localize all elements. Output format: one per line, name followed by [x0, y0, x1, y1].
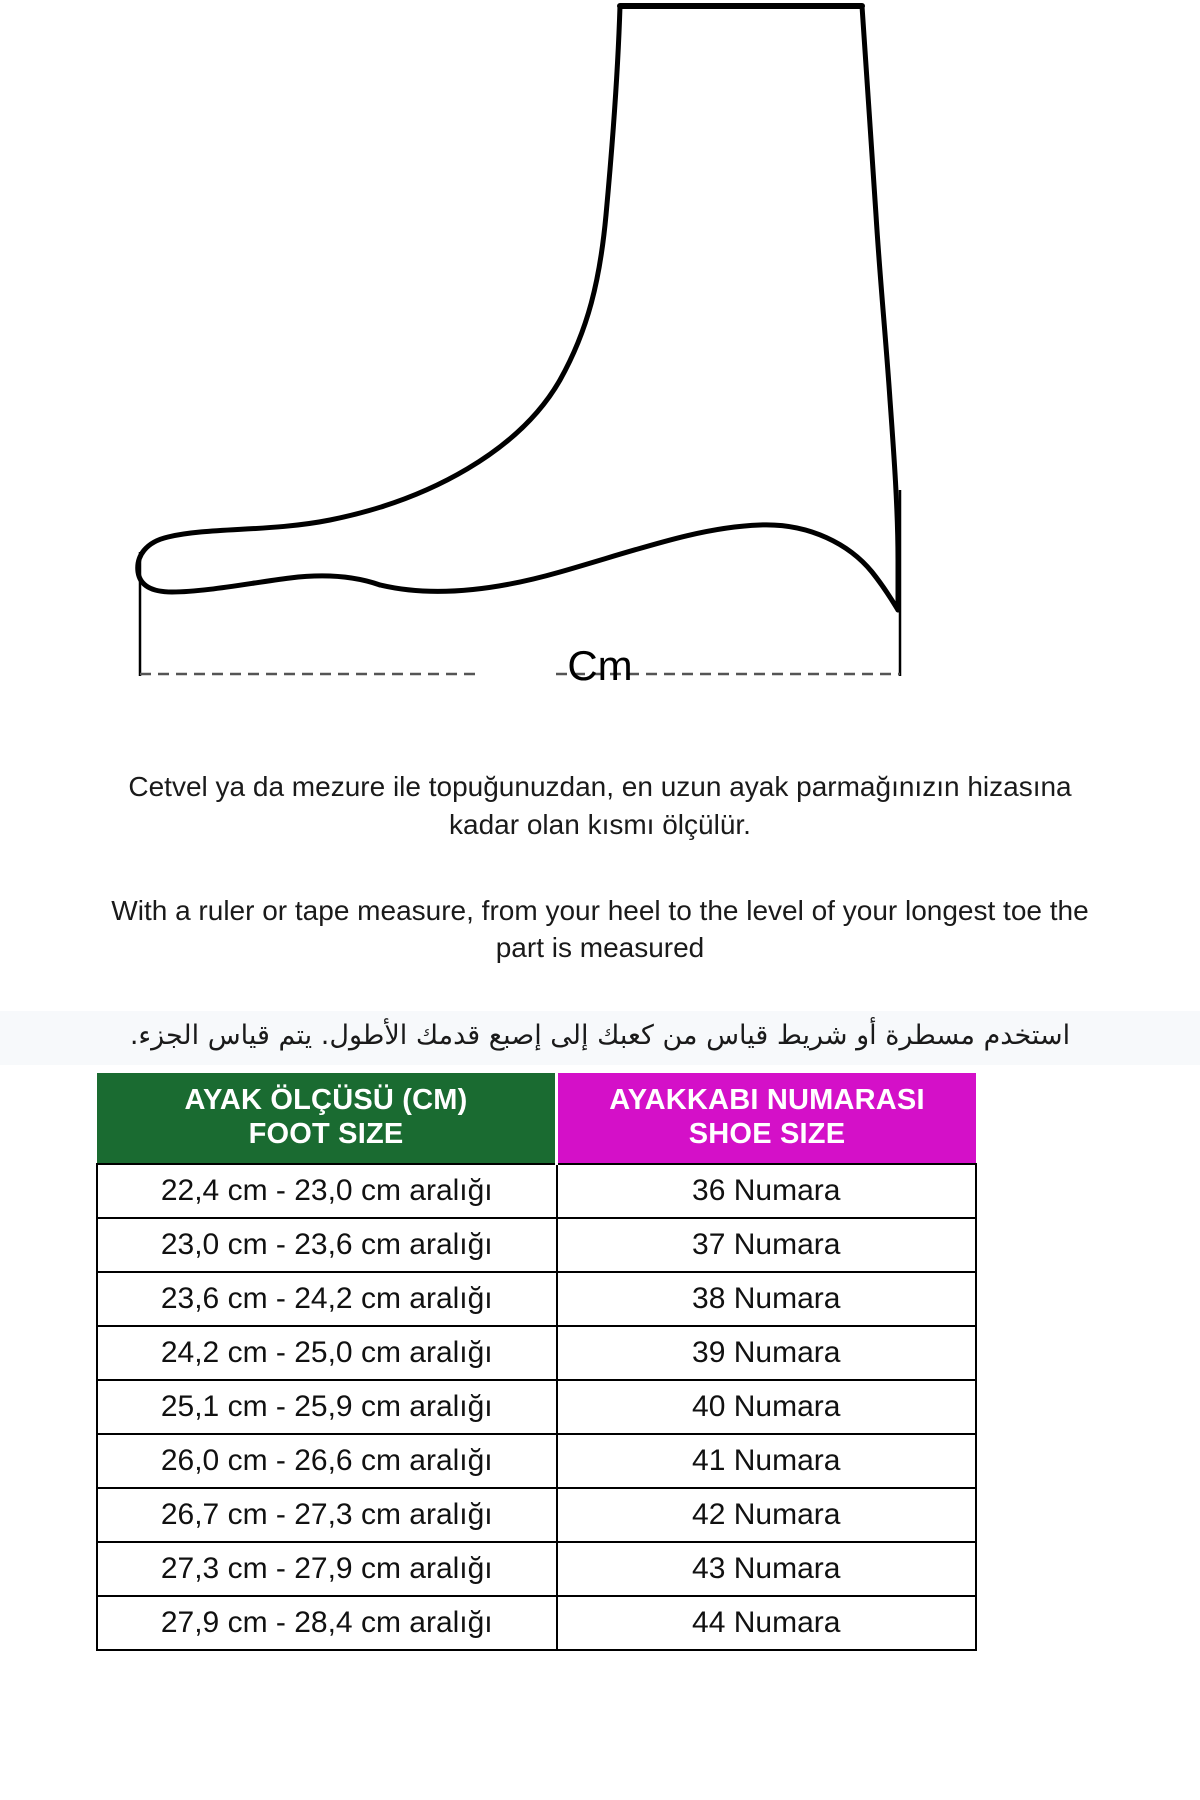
cell-shoe-size: 40 Numara [555, 1379, 977, 1436]
header-foot-size-line2: FOOT SIZE [248, 1118, 404, 1151]
table-row: 24,2 cm - 25,0 cm aralığı 39 Numara [96, 1325, 977, 1382]
header-shoe-size-line1: AYAKKABI NUMARASI [609, 1084, 925, 1116]
cell-foot-size: 27,9 cm - 28,4 cm aralığı [96, 1595, 558, 1652]
cm-measure-label: Cm [567, 642, 633, 689]
shoe-size-chart-table: AYAK ÖLÇÜSÜ (CM) FOOT SIZE AYAKKABI NUMA… [96, 1073, 977, 1652]
table-header: AYAK ÖLÇÜSÜ (CM) FOOT SIZE AYAKKABI NUMA… [97, 1073, 976, 1165]
instructions-block: Cetvel ya da mezure ile topuğunuzdan, en… [0, 740, 1200, 1092]
table-body: 22,4 cm - 23,0 cm aralığı 36 Numara 23,0 c… [96, 1163, 977, 1652]
table-row: 27,9 cm - 28,4 cm aralığı 44 Numara [96, 1595, 977, 1652]
cell-foot-size: 25,1 cm - 25,9 cm aralığı [96, 1379, 558, 1436]
cell-foot-size: 23,6 cm - 24,2 cm aralığı [96, 1271, 558, 1328]
table-row: 25,1 cm - 25,9 cm aralığı 40 Numara [96, 1379, 977, 1436]
table-row: 23,0 cm - 23,6 cm aralığı 37 Numara [96, 1217, 977, 1274]
table-row: 26,7 cm - 27,3 cm aralığı 42 Numara [96, 1487, 977, 1544]
cell-shoe-size: 36 Numara [555, 1163, 977, 1220]
table-row: 26,0 cm - 26,6 cm aralığı 41 Numara [96, 1433, 977, 1490]
foot-measurement-illustration: Cm [0, 0, 1200, 700]
header-shoe-size: AYAKKABI NUMARASI SHOE SIZE [556, 1073, 976, 1165]
cell-shoe-size: 38 Numara [555, 1271, 977, 1328]
cell-foot-size: 26,0 cm - 26,6 cm aralığı [96, 1433, 558, 1490]
cell-foot-size: 27,3 cm - 27,9 cm aralığı [96, 1541, 558, 1598]
instruction-english: With a ruler or tape measure, from your … [111, 894, 1089, 964]
header-foot-size: AYAK ÖLÇÜSÜ (CM) FOOT SIZE [97, 1073, 558, 1165]
instruction-arabic: استخدم مسطرة أو شريط قياس من كعبك إلى إص… [0, 1011, 1200, 1065]
table-header-row: AYAK ÖLÇÜSÜ (CM) FOOT SIZE AYAKKABI NUMA… [97, 1073, 976, 1165]
header-shoe-size-line2: SHOE SIZE [688, 1118, 846, 1151]
cell-foot-size: 24,2 cm - 25,0 cm aralığı [96, 1325, 558, 1382]
foot-outline-path [135, 3, 901, 613]
cell-shoe-size: 42 Numara [555, 1487, 977, 1544]
cell-shoe-size: 41 Numara [555, 1433, 977, 1490]
cell-foot-size: 26,7 cm - 27,3 cm aralığı [96, 1487, 558, 1544]
table-row: 23,6 cm - 24,2 cm aralığı 38 Numara [96, 1271, 977, 1328]
cell-shoe-size: 39 Numara [555, 1325, 977, 1382]
cell-shoe-size: 43 Numara [555, 1541, 977, 1598]
cell-foot-size: 23,0 cm - 23,6 cm aralığı [96, 1217, 558, 1274]
cell-shoe-size: 44 Numara [555, 1595, 977, 1652]
table-row: 27,3 cm - 27,9 cm aralığı 43 Numara [96, 1541, 977, 1598]
table-row: 22,4 cm - 23,0 cm aralığı 36 Numara [96, 1163, 977, 1220]
cell-foot-size: 22,4 cm - 23,0 cm aralığı [96, 1163, 558, 1220]
header-foot-size-line1: AYAK ÖLÇÜSÜ (CM) [184, 1084, 468, 1116]
cell-shoe-size: 37 Numara [555, 1217, 977, 1274]
instruction-turkish: Cetvel ya da mezure ile topuğunuzdan, en… [128, 771, 1072, 840]
